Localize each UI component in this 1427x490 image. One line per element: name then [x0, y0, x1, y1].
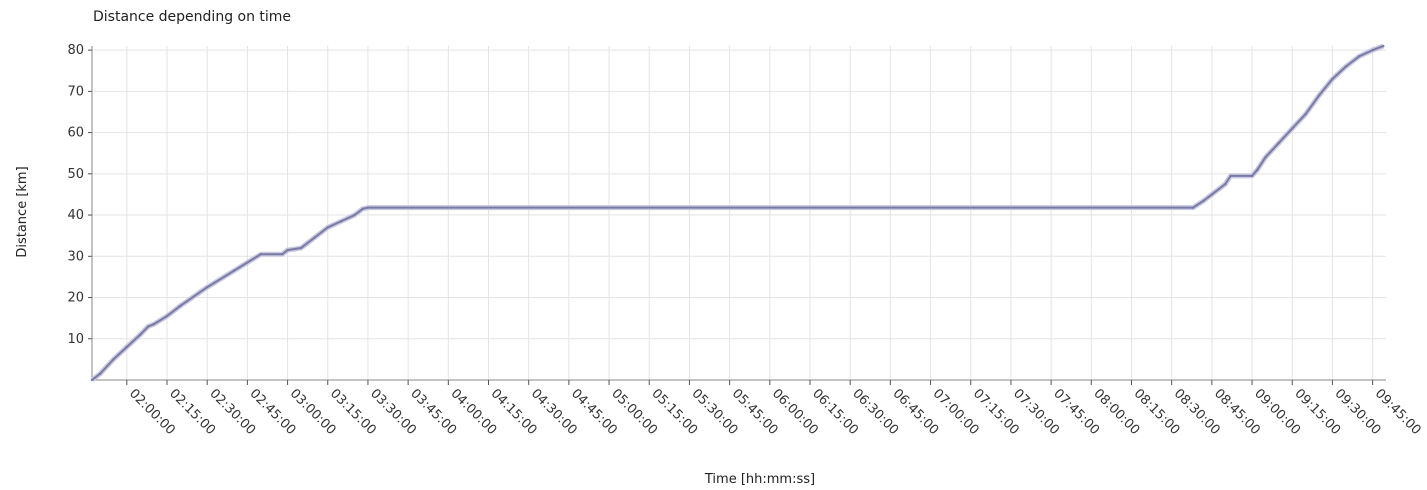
data-point — [1251, 175, 1253, 177]
data-point — [1291, 127, 1293, 129]
data-point — [1345, 65, 1347, 67]
data-point — [367, 206, 369, 208]
data-point — [1264, 156, 1266, 158]
data-point — [99, 373, 101, 375]
y-tick-label: 20 — [67, 291, 84, 306]
y-tick-label: 70 — [67, 84, 84, 99]
data-point — [206, 286, 208, 288]
data-point — [361, 208, 363, 210]
y-axis-title: Distance [km] — [15, 166, 30, 257]
data-point — [340, 220, 342, 222]
data-point — [147, 325, 149, 327]
data-point — [1256, 169, 1258, 171]
y-tick-label: 80 — [67, 43, 84, 58]
data-point — [152, 323, 154, 325]
data-point — [1371, 49, 1373, 51]
y-tick-label: 10 — [67, 332, 84, 347]
y-tick-label: 30 — [67, 249, 84, 264]
data-point — [1304, 113, 1306, 115]
data-point — [1224, 183, 1226, 185]
data-point — [1278, 142, 1280, 144]
data-point — [91, 379, 93, 381]
grid-layer — [92, 46, 1386, 380]
data-point — [1382, 45, 1384, 47]
data-point — [1358, 55, 1360, 57]
data-point — [281, 253, 283, 255]
data-point — [1203, 199, 1205, 201]
data-point — [1211, 193, 1213, 195]
data-point — [166, 315, 168, 317]
data-point — [1318, 94, 1320, 96]
data-point — [1229, 175, 1231, 177]
y-tick-label: 50 — [67, 167, 84, 182]
data-point — [300, 247, 302, 249]
x-axis-title: Time [hh:mm:ss] — [704, 472, 815, 487]
data-point — [327, 226, 329, 228]
y-tick-label: 60 — [67, 126, 84, 141]
y-tick-label: 40 — [67, 208, 84, 223]
data-point — [139, 333, 141, 335]
data-point — [179, 305, 181, 307]
plot-area — [92, 46, 1386, 380]
data-point — [112, 358, 114, 360]
data-point — [1331, 78, 1333, 80]
data-point — [260, 253, 262, 255]
data-point — [286, 249, 288, 251]
data-point — [353, 214, 355, 216]
data-point — [233, 270, 235, 272]
data-point — [1192, 206, 1194, 208]
data-point — [313, 237, 315, 239]
data-point — [126, 346, 128, 348]
